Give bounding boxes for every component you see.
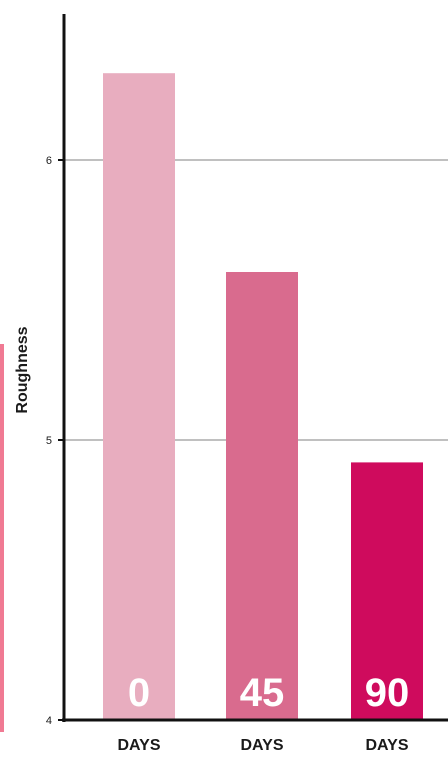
- y-tick-label: 4: [46, 715, 52, 727]
- axis-layer: Roughness: [14, 14, 448, 722]
- y-axis-label: Roughness: [14, 326, 31, 413]
- category-unit-label: DAYS: [366, 737, 409, 754]
- category-unit-label: DAYS: [118, 737, 161, 754]
- tick-layer: 4 5 6: [46, 155, 64, 727]
- bar-0-days: [103, 73, 175, 720]
- y-tick-label: 5: [46, 435, 52, 447]
- category-label-layer: DAYS DAYS DAYS: [118, 737, 409, 754]
- bar-layer: [103, 73, 423, 720]
- bar-45-days: [226, 272, 298, 720]
- y-tick-label: 6: [46, 155, 52, 167]
- bar-inner-label: 45: [240, 671, 285, 715]
- bar-label-layer: 0 45 90: [128, 671, 409, 715]
- category-unit-label: DAYS: [241, 737, 284, 754]
- bar-inner-label: 90: [365, 671, 410, 715]
- bar-inner-label: 0: [128, 671, 150, 715]
- accent-strip: [0, 344, 4, 732]
- bar-90-days: [351, 462, 423, 720]
